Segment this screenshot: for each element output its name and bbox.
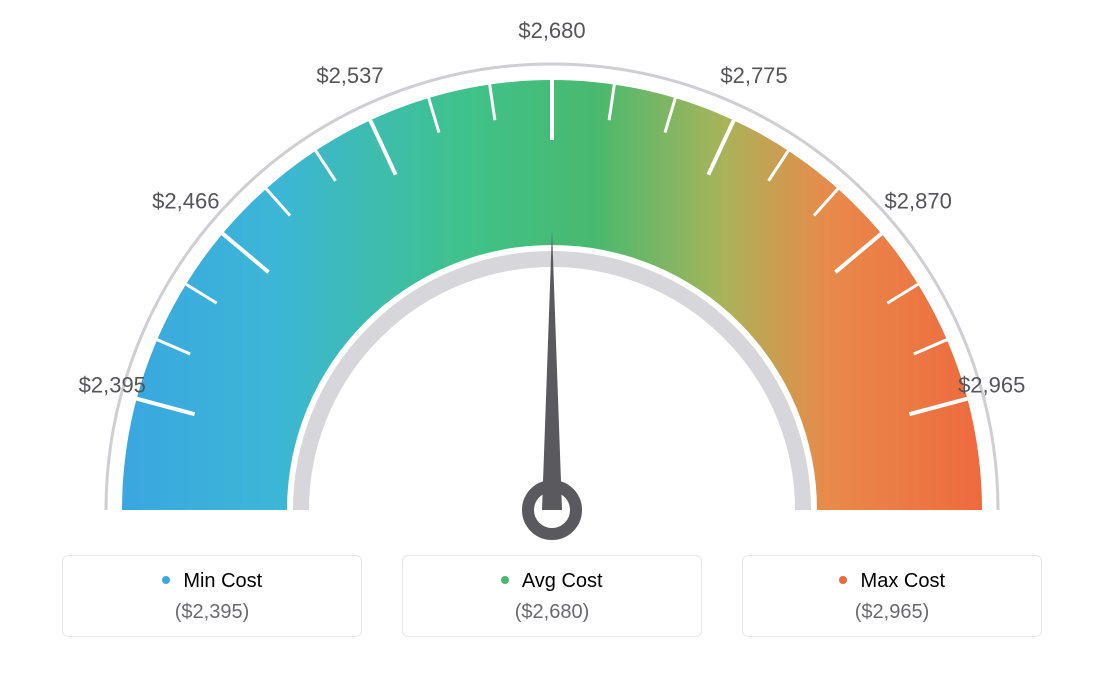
gauge-tick-label: $2,965 bbox=[958, 372, 1025, 397]
gauge-tick-label: $2,775 bbox=[720, 63, 787, 88]
legend-min-title-text: Min Cost bbox=[183, 570, 262, 592]
legend-max-value: ($2,965) bbox=[753, 601, 1031, 624]
gauge-tick-label: $2,466 bbox=[152, 189, 219, 214]
cost-gauge: $2,395 $2,466 $2,537 $2,680 $2,775 $2,870 $2,9… bbox=[0, 0, 1104, 560]
legend-max-title-text: Max Cost bbox=[861, 570, 945, 592]
gauge-tick-label: $2,870 bbox=[885, 189, 952, 214]
gauge-tick-label: $2,680 bbox=[518, 18, 585, 43]
legend-avg-title: Avg Cost bbox=[413, 570, 691, 593]
legend-avg-value: ($2,680) bbox=[413, 601, 691, 624]
legend-avg-card: Avg Cost ($2,680) bbox=[402, 555, 702, 637]
gauge-tick-label: $2,395 bbox=[79, 372, 146, 397]
legend-min-title: Min Cost bbox=[73, 570, 351, 593]
legend-min-value: ($2,395) bbox=[73, 601, 351, 624]
legend-avg-title-text: Avg Cost bbox=[522, 570, 603, 592]
legend-min-card: Min Cost ($2,395) bbox=[62, 555, 362, 637]
dot-icon bbox=[162, 576, 170, 584]
legend-max-card: Max Cost ($2,965) bbox=[742, 555, 1042, 637]
gauge-tick-label: $2,537 bbox=[316, 63, 383, 88]
dot-icon bbox=[839, 576, 847, 584]
gauge-svg: $2,395 $2,466 $2,537 $2,680 $2,775 $2,870 $2,9… bbox=[0, 0, 1104, 560]
dot-icon bbox=[501, 576, 509, 584]
legend-row: Min Cost ($2,395) Avg Cost ($2,680) Max … bbox=[0, 555, 1104, 637]
legend-max-title: Max Cost bbox=[753, 570, 1031, 593]
